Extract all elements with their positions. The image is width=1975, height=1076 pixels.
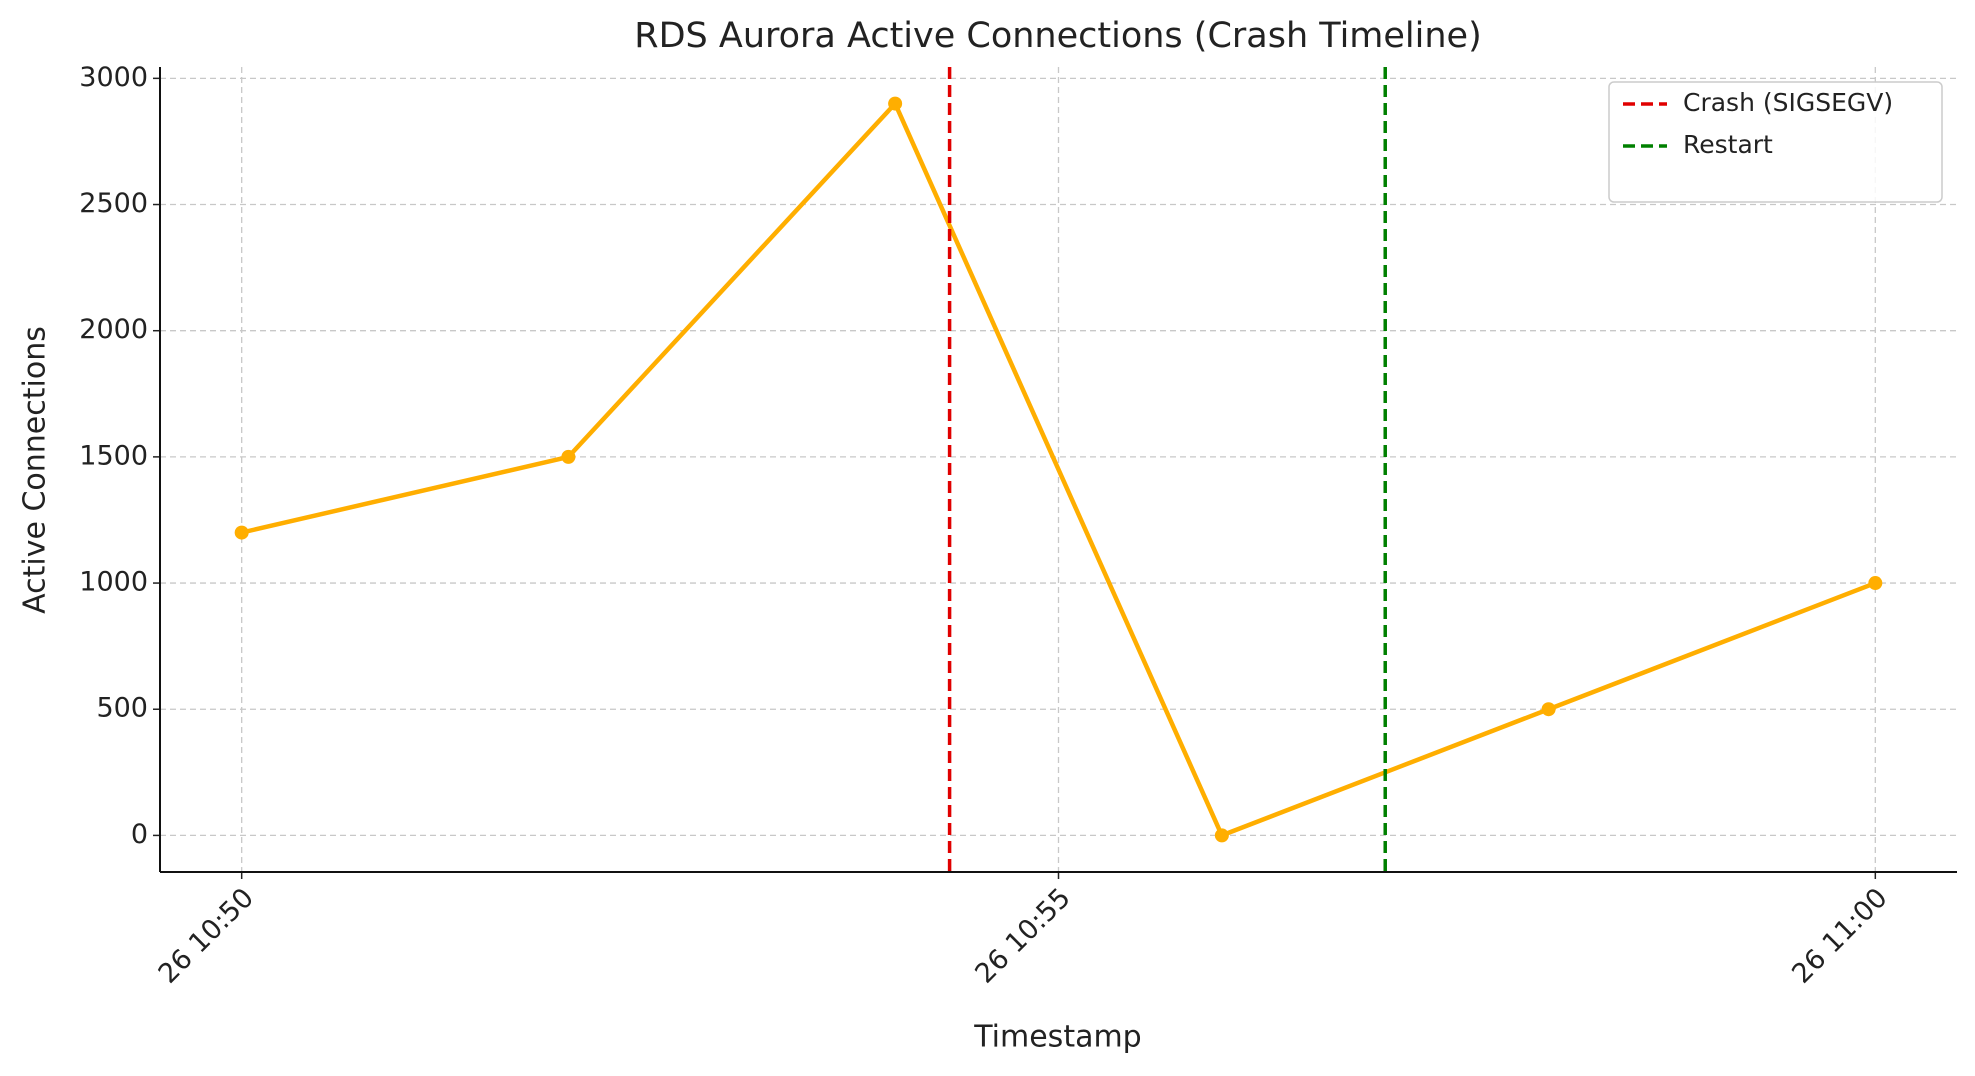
- chart-title: RDS Aurora Active Connections (Crash Tim…: [634, 16, 1481, 56]
- data-point: [888, 96, 903, 111]
- x-tick-label: 26 10:50: [153, 882, 260, 989]
- data-point: [1541, 702, 1556, 717]
- data-point: [1214, 828, 1229, 843]
- legend-label: Restart: [1683, 130, 1773, 159]
- legend-label: Crash (SIGSEGV): [1683, 88, 1893, 117]
- y-tick-label: 2000: [79, 314, 148, 345]
- series-line: [241, 101, 1877, 838]
- legend-box: [1608, 81, 1943, 203]
- data-point: [234, 525, 249, 540]
- data-point: [561, 449, 576, 464]
- y-axis-label: Active Connections: [18, 326, 53, 614]
- y-tick-label: 3000: [79, 62, 148, 93]
- y-tick-label: 0: [131, 819, 148, 850]
- y-tick-label: 500: [96, 693, 148, 724]
- data-point: [1868, 576, 1883, 591]
- y-tick-label: 1000: [79, 567, 148, 598]
- x-tick-label: 26 10:55: [969, 882, 1076, 989]
- y-tick-label: 2500: [79, 188, 148, 219]
- x-tick-label: 26 11:00: [1786, 882, 1893, 989]
- x-axis-label: Timestamp: [973, 1020, 1141, 1055]
- y-tick-label: 1500: [79, 440, 148, 471]
